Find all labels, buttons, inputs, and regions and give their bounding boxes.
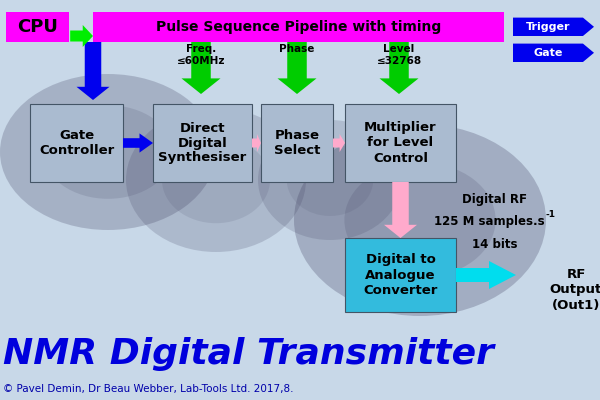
FancyBboxPatch shape bbox=[30, 104, 123, 182]
FancyBboxPatch shape bbox=[6, 12, 69, 42]
Polygon shape bbox=[182, 42, 221, 94]
Polygon shape bbox=[456, 261, 516, 289]
Text: Multiplier
for Level
Control: Multiplier for Level Control bbox=[364, 122, 437, 164]
Text: Freq.
≤60MHz: Freq. ≤60MHz bbox=[177, 44, 225, 66]
FancyBboxPatch shape bbox=[93, 12, 504, 42]
Text: © Pavel Demin, Dr Beau Webber, Lab-Tools Ltd. 2017,8.: © Pavel Demin, Dr Beau Webber, Lab-Tools… bbox=[3, 384, 293, 394]
FancyBboxPatch shape bbox=[261, 104, 333, 182]
Text: Phase: Phase bbox=[280, 44, 314, 54]
Text: Pulse Sequence Pipeline with timing: Pulse Sequence Pipeline with timing bbox=[156, 20, 441, 34]
Text: Trigger: Trigger bbox=[526, 22, 570, 32]
Text: Digital to
Analogue
Converter: Digital to Analogue Converter bbox=[364, 254, 437, 296]
FancyBboxPatch shape bbox=[345, 104, 456, 182]
Text: NMR Digital Transmitter: NMR Digital Transmitter bbox=[3, 337, 494, 371]
Polygon shape bbox=[252, 134, 261, 152]
Polygon shape bbox=[123, 133, 153, 152]
FancyBboxPatch shape bbox=[153, 104, 252, 182]
FancyBboxPatch shape bbox=[345, 238, 456, 312]
Ellipse shape bbox=[162, 137, 270, 223]
Text: Level
≤32768: Level ≤32768 bbox=[376, 44, 422, 66]
Text: 14 bits: 14 bits bbox=[472, 238, 518, 250]
Text: Gate: Gate bbox=[533, 48, 563, 58]
Text: -1: -1 bbox=[546, 210, 556, 219]
Polygon shape bbox=[333, 134, 345, 152]
Polygon shape bbox=[277, 42, 317, 94]
Text: Phase
Select: Phase Select bbox=[274, 129, 320, 157]
Text: 125 M samples.s: 125 M samples.s bbox=[434, 216, 544, 228]
Polygon shape bbox=[77, 42, 110, 100]
Polygon shape bbox=[70, 25, 93, 47]
Text: Direct
Digital
Synthesiser: Direct Digital Synthesiser bbox=[158, 122, 247, 164]
Ellipse shape bbox=[344, 162, 496, 278]
Ellipse shape bbox=[0, 74, 216, 230]
Text: Gate
Controller: Gate Controller bbox=[39, 129, 114, 157]
Polygon shape bbox=[513, 18, 594, 36]
Ellipse shape bbox=[294, 124, 546, 316]
Ellipse shape bbox=[287, 144, 373, 216]
Polygon shape bbox=[380, 42, 419, 94]
Text: Digital RF: Digital RF bbox=[463, 194, 527, 206]
Ellipse shape bbox=[258, 120, 402, 240]
Text: CPU: CPU bbox=[17, 18, 58, 36]
Ellipse shape bbox=[43, 105, 173, 199]
Ellipse shape bbox=[126, 108, 306, 252]
Polygon shape bbox=[513, 44, 594, 62]
Polygon shape bbox=[384, 182, 417, 238]
Text: RF
Output
(Out1): RF Output (Out1) bbox=[550, 268, 600, 312]
